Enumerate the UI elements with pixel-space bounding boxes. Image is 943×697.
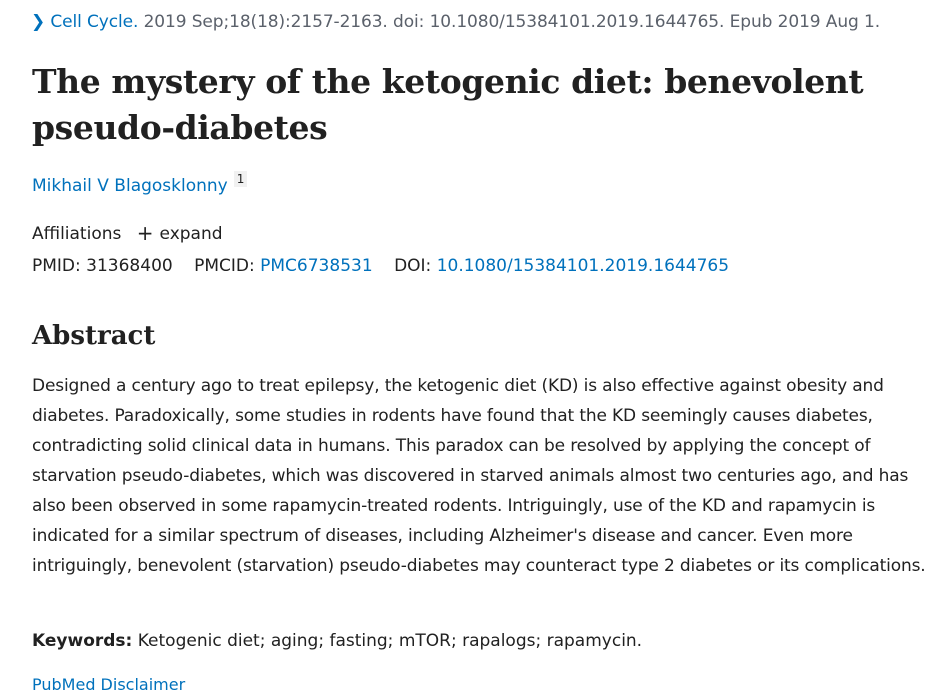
affiliations-toggle: Affiliations + expand: [32, 221, 223, 246]
doi-link[interactable]: 10.1080/15384101.2019.1644765: [436, 256, 730, 276]
pmid-label: PMID:: [32, 256, 81, 276]
journal-citation: ❯ Cell Cycle. 2019 Sep;18(18):2157-2163.…: [31, 10, 881, 34]
plus-icon: +: [136, 221, 154, 245]
pmid: PMID: 31368400: [32, 256, 178, 276]
expand-label: expand: [159, 224, 223, 244]
pmcid-label: PMCID:: [194, 256, 255, 276]
chevron-right-icon[interactable]: ❯: [31, 12, 46, 32]
journal-link[interactable]: Cell Cycle.: [50, 12, 139, 32]
keywords-label: Keywords:: [32, 631, 133, 651]
authors-list: Mikhail V Blagosklonny 1: [32, 171, 248, 198]
expand-button[interactable]: + expand: [136, 221, 223, 245]
doi-label: DOI:: [394, 256, 432, 276]
pmid-value: 31368400: [86, 256, 173, 276]
citation-details: 2019 Sep;18(18):2157-2163. doi: 10.1080/…: [143, 12, 881, 32]
article-title: The mystery of the ketogenic diet: benev…: [32, 62, 864, 147]
abstract-heading: Abstract: [32, 321, 156, 351]
abstract-text: Designed a century ago to treat epilepsy…: [32, 376, 926, 576]
pmcid: PMCID: PMC6738531: [194, 256, 378, 276]
article-identifiers: PMID: 31368400 PMCID: PMC6738531 DOI: 10…: [32, 254, 745, 278]
affiliations-label: Affiliations: [32, 224, 122, 244]
author-link[interactable]: Mikhail V Blagosklonny: [32, 176, 228, 196]
doi: DOI: 10.1080/15384101.2019.1644765: [394, 256, 729, 276]
keywords: Keywords: Ketogenic diet; aging; fasting…: [32, 628, 642, 654]
pmcid-link[interactable]: PMC6738531: [260, 256, 373, 276]
affiliation-ref[interactable]: 1: [233, 171, 248, 187]
keywords-text: Ketogenic diet; aging; fasting; mTOR; ra…: [137, 631, 643, 651]
pubmed-disclaimer-link[interactable]: PubMed Disclaimer: [32, 675, 186, 694]
